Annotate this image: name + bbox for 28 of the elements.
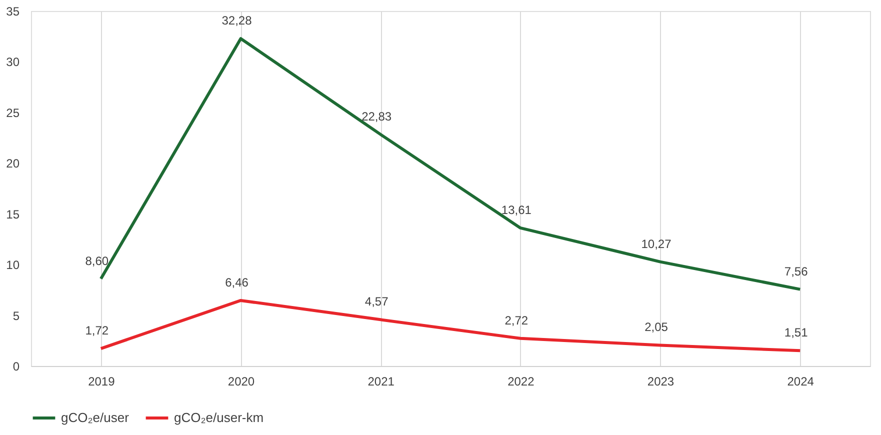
data-label: 32,28: [222, 14, 252, 28]
y-tick-label: 5: [12, 308, 20, 323]
data-label: 10,27: [641, 236, 672, 251]
y-tick-label: 20: [6, 156, 20, 171]
legend-label: gCO₂e/user: [61, 410, 130, 425]
x-tick-label: 2022: [508, 374, 535, 388]
x-tick-label: 2023: [647, 374, 674, 388]
data-label: 2,05: [644, 320, 668, 334]
y-tick-label: 35: [6, 4, 20, 18]
data-label: 1,72: [85, 324, 109, 338]
x-tick-label: 2021: [368, 374, 395, 388]
data-label: 6,46: [225, 275, 249, 290]
data-label: 2,72: [504, 313, 528, 328]
data-label: 13,61: [501, 202, 532, 217]
data-label: 1,51: [784, 326, 808, 340]
data-label: 7,56: [784, 264, 808, 278]
y-tick-label: 10: [6, 258, 20, 272]
data-label: 22,83: [362, 109, 392, 124]
x-tick-label: 2020: [228, 374, 255, 388]
data-label: 4,57: [364, 294, 389, 309]
y-tick-label: 15: [6, 207, 20, 222]
x-tick-label: 2019: [88, 374, 116, 388]
x-tick-label: 2024: [787, 374, 814, 388]
y-tick-label: 25: [6, 106, 20, 120]
y-tick-label: 0: [12, 360, 20, 374]
y-tick-label: 30: [6, 55, 20, 70]
legend-label: gCO₂e/user-km: [174, 410, 264, 425]
data-label: 8,60: [85, 254, 109, 268]
